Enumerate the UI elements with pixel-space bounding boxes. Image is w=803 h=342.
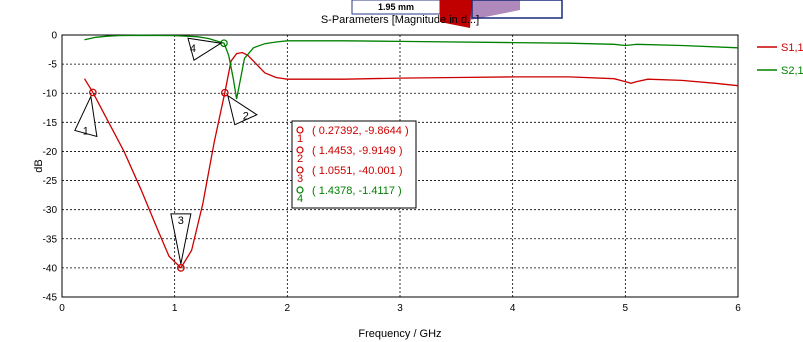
readout-4-id: 4 xyxy=(297,193,303,205)
marker-4-flag xyxy=(187,37,223,62)
y-tick-label: -15 xyxy=(43,118,58,129)
y-axis-title: dB xyxy=(33,159,45,172)
x-tick-label: 4 xyxy=(510,303,516,314)
readout-3-id: 3 xyxy=(297,173,303,185)
x-tick-label: 6 xyxy=(735,303,741,314)
x-axis-title: Frequency / GHz xyxy=(358,328,441,340)
marker-3-flag xyxy=(170,213,192,264)
markers: 1 2 3 4 xyxy=(74,37,258,272)
x-ticks: 0 1 2 3 4 5 6 xyxy=(59,303,741,314)
readout-2-value: ( 1.4453, -9.9149 ) xyxy=(312,145,403,157)
marker-3-point xyxy=(177,264,185,272)
x-tick-label: 3 xyxy=(397,303,403,314)
readout-1-id: 1 xyxy=(297,133,303,145)
x-tick-label: 0 xyxy=(59,303,65,314)
y-tick-label: -35 xyxy=(43,234,58,245)
marker-4-id: 4 xyxy=(190,43,196,55)
inset-3d-view: 1.95 mm xyxy=(351,0,563,28)
readout-1-symbol xyxy=(296,126,304,134)
series-line-s21 xyxy=(84,34,739,100)
readout-4-value: ( 1.4378, -1.4117 ) xyxy=(312,185,402,197)
legend-label-1: S2,1 xyxy=(781,65,803,77)
x-tick-label: 1 xyxy=(172,303,178,314)
marker-readout-box: 1 ( 0.27392, -9.8644 ) 2 ( 1.4453, -9.9149 … xyxy=(291,120,417,209)
y-tick-label: -30 xyxy=(43,205,58,216)
readout-2-id: 2 xyxy=(297,153,303,165)
x-tick-label: 2 xyxy=(285,303,291,314)
y-tick-label: -45 xyxy=(43,293,58,304)
y-tick-label: -25 xyxy=(43,176,58,187)
readout-4-symbol xyxy=(296,186,304,194)
plot-frame xyxy=(61,34,739,298)
y-ticks: 0 -5 -10 -15 -20 -25 -30 -35 -40 -45 xyxy=(43,31,58,304)
readout-3-value: ( 1.0551, -40.001 ) xyxy=(312,165,403,177)
inset-label: 1.95 mm xyxy=(378,2,414,12)
marker-3-id: 3 xyxy=(178,215,184,227)
y-tick-label: -20 xyxy=(43,147,58,158)
legend-label-0: S1,1 xyxy=(781,42,803,54)
series-lines xyxy=(83,34,739,269)
readout-2-symbol xyxy=(296,146,304,154)
marker-2-point xyxy=(220,88,229,97)
readout-1-value: ( 0.27392, -9.8644 ) xyxy=(312,125,409,137)
marker-1-id: 1 xyxy=(83,125,89,137)
x-tick-label: 5 xyxy=(623,303,629,314)
marker-2-flag xyxy=(227,94,258,126)
marker-2-id: 2 xyxy=(243,111,249,123)
y-tick-label: -10 xyxy=(43,89,58,100)
chart-title: S-Parameters [Magnitude in d...] xyxy=(321,14,479,26)
y-tick-label: -5 xyxy=(48,60,57,71)
y-tick-label: -40 xyxy=(43,263,58,274)
readout-3-symbol xyxy=(296,166,304,174)
y-tick-label: 0 xyxy=(51,31,57,42)
legend: S1,1 S2,1 xyxy=(757,42,803,77)
marker-1-flag xyxy=(74,94,98,138)
series-line-s11 xyxy=(83,51,739,269)
marker-1-point xyxy=(89,88,97,97)
